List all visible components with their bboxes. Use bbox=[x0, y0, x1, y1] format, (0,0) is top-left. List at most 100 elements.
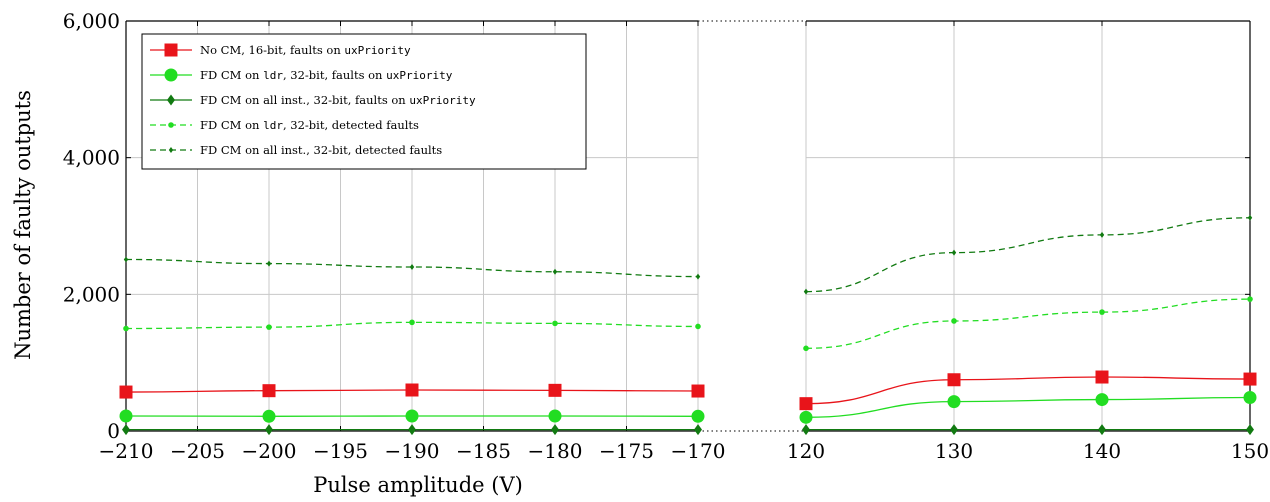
legend-label: FD CM on ldr, 32-bit, faults on uxPriori… bbox=[200, 68, 453, 82]
data-point bbox=[947, 395, 961, 409]
series-line bbox=[125, 321, 699, 330]
x-tick-label: −190 bbox=[385, 439, 440, 463]
legend-item: FD CM on ldr, 32-bit, detected faults bbox=[150, 118, 419, 132]
legend-label-part: FD CM on bbox=[200, 118, 263, 132]
legend-label-part: uxPriority bbox=[344, 44, 411, 57]
series-layer bbox=[119, 214, 1257, 436]
x-tick-label: −200 bbox=[242, 439, 297, 463]
legend-item: No CM, 16-bit, faults on uxPriority bbox=[150, 43, 411, 57]
data-point bbox=[265, 424, 273, 436]
x-tick-label: −205 bbox=[170, 439, 225, 463]
data-point bbox=[799, 397, 813, 411]
legend-swatch-marker bbox=[164, 43, 178, 57]
data-point bbox=[695, 323, 701, 330]
data-point bbox=[1095, 393, 1109, 407]
x-tick-label: −175 bbox=[599, 439, 654, 463]
data-point bbox=[1247, 296, 1253, 302]
legend-item: FD CM on all inst., 32-bit, faults on ux… bbox=[150, 93, 476, 107]
legend-item: FD CM on ldr, 32-bit, faults on uxPriori… bbox=[150, 68, 453, 82]
data-point bbox=[552, 320, 558, 327]
data-point bbox=[951, 318, 957, 324]
legend-label-part: FD CM on all inst., 32-bit, detected fau… bbox=[200, 143, 442, 157]
legend-label-part: , 32-bit, faults on bbox=[283, 68, 386, 82]
series-3 bbox=[802, 424, 1254, 436]
series-line bbox=[805, 396, 1251, 418]
data-point bbox=[803, 288, 809, 295]
data-point bbox=[803, 345, 809, 352]
legend-swatch-marker bbox=[164, 68, 178, 82]
data-point bbox=[123, 256, 129, 263]
legend-label: FD CM on all inst., 32-bit, faults on ux… bbox=[200, 93, 476, 107]
data-point bbox=[262, 409, 276, 423]
legend-label-part: FD CM on bbox=[200, 68, 263, 82]
series-1 bbox=[119, 383, 705, 399]
series-line bbox=[805, 298, 1251, 349]
data-point bbox=[408, 424, 416, 436]
data-point bbox=[947, 373, 961, 387]
x-tick-label: −170 bbox=[671, 439, 726, 463]
series-5 bbox=[803, 214, 1253, 295]
y-axis-title: Number of faulty outputs bbox=[11, 90, 35, 360]
data-point bbox=[262, 384, 276, 398]
x-tick-label: 150 bbox=[1231, 439, 1269, 463]
series-2 bbox=[119, 409, 705, 423]
series-line bbox=[805, 376, 1251, 405]
legend-item: FD CM on all inst., 32-bit, detected fau… bbox=[150, 143, 442, 157]
data-point bbox=[405, 409, 419, 423]
x-tick-label: 140 bbox=[1083, 439, 1121, 463]
data-point bbox=[802, 424, 810, 436]
legend-label-part: No CM, 16-bit, faults on bbox=[200, 43, 344, 57]
data-point bbox=[1099, 231, 1105, 238]
series-2 bbox=[799, 391, 1257, 424]
legend-label-part: ldr bbox=[263, 119, 283, 132]
legend-label-part: uxPriority bbox=[386, 69, 453, 82]
x-tick-label: −210 bbox=[99, 439, 154, 463]
x-tick-label: −195 bbox=[313, 439, 368, 463]
series-1 bbox=[799, 370, 1257, 411]
legend-label-part: FD CM on all inst., 32-bit, faults on bbox=[200, 93, 409, 107]
legend-swatch-marker bbox=[168, 122, 174, 128]
data-point bbox=[266, 324, 272, 330]
data-point bbox=[691, 384, 705, 398]
data-point bbox=[409, 319, 415, 326]
legend-swatch-marker bbox=[167, 94, 175, 106]
data-point bbox=[694, 424, 702, 436]
data-point bbox=[1098, 424, 1106, 436]
legend-swatch-marker bbox=[168, 147, 174, 153]
y-tick-label: 4,000 bbox=[63, 146, 120, 170]
y-tick-label: 0 bbox=[107, 419, 120, 443]
data-point bbox=[950, 424, 958, 436]
data-point bbox=[548, 383, 562, 397]
data-point bbox=[266, 260, 272, 267]
data-point bbox=[123, 325, 129, 332]
data-point bbox=[1095, 370, 1109, 384]
series-line bbox=[125, 258, 699, 278]
data-point bbox=[548, 409, 562, 423]
panel-frame: 120 130 140 150 bbox=[787, 20, 1269, 463]
data-point bbox=[119, 409, 133, 423]
data-point bbox=[119, 385, 133, 399]
x-tick-label: −180 bbox=[528, 439, 583, 463]
x-tick-label: 120 bbox=[787, 439, 825, 463]
axes: −210 −205 −200 −195 −190 −185 −180 −175 −170 120 1… bbox=[63, 9, 1269, 463]
data-point bbox=[552, 268, 558, 275]
data-point bbox=[409, 264, 415, 270]
legend-box bbox=[141, 33, 587, 170]
x-tick-label: −185 bbox=[456, 439, 511, 463]
series-line bbox=[805, 217, 1251, 293]
legend-label-part: uxPriority bbox=[409, 94, 476, 107]
x-tick-label: 130 bbox=[935, 439, 973, 463]
data-point bbox=[695, 273, 701, 280]
data-point bbox=[1243, 372, 1257, 386]
data-point bbox=[405, 383, 419, 397]
legend-label-part: , 32-bit, detected faults bbox=[283, 118, 419, 132]
panel-frame: −210 −205 −200 −195 −190 −185 −180 −175 −170 bbox=[99, 20, 726, 463]
data-point bbox=[799, 410, 813, 424]
data-point bbox=[1247, 214, 1253, 221]
legend-label: No CM, 16-bit, faults on uxPriority bbox=[200, 43, 411, 57]
series-4 bbox=[803, 296, 1253, 352]
legend-label: FD CM on all inst., 32-bit, detected fau… bbox=[200, 143, 442, 157]
data-point bbox=[1099, 309, 1105, 315]
series-4 bbox=[123, 319, 701, 332]
